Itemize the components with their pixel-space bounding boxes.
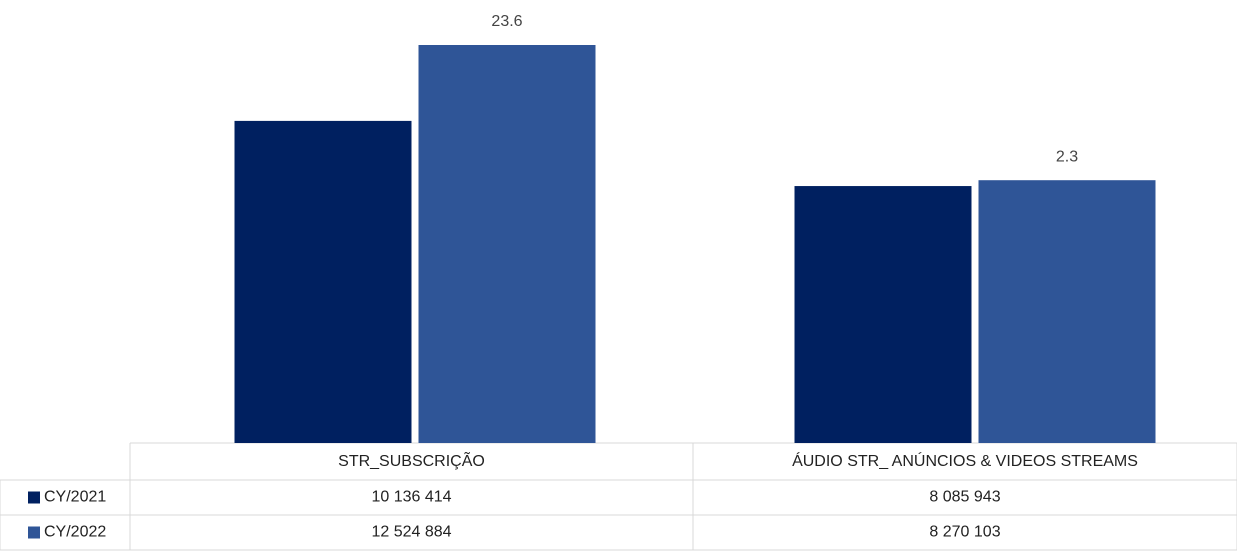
- table-value: 8 085 943: [929, 489, 1000, 506]
- bar: [234, 120, 412, 443]
- legend-swatch: [28, 491, 40, 504]
- category-label: ÁUDIO STR_ ANÚNCIOS & VIDEOS STREAMS: [792, 451, 1138, 470]
- bar: [418, 45, 596, 443]
- growth-annotation: 23.6: [491, 13, 522, 30]
- legend-swatch: [28, 526, 40, 539]
- bar: [978, 180, 1156, 444]
- table-value: 12 524 884: [371, 524, 451, 541]
- table-value: 8 270 103: [929, 524, 1000, 541]
- legend-label: CY/2022: [44, 524, 106, 541]
- category-label: STR_SUBSCRIÇÃO: [338, 450, 485, 470]
- growth-annotation: 2.3: [1056, 148, 1078, 165]
- table-value: 10 136 414: [371, 489, 451, 506]
- bar: [794, 186, 972, 443]
- legend-label: CY/2021: [44, 489, 106, 506]
